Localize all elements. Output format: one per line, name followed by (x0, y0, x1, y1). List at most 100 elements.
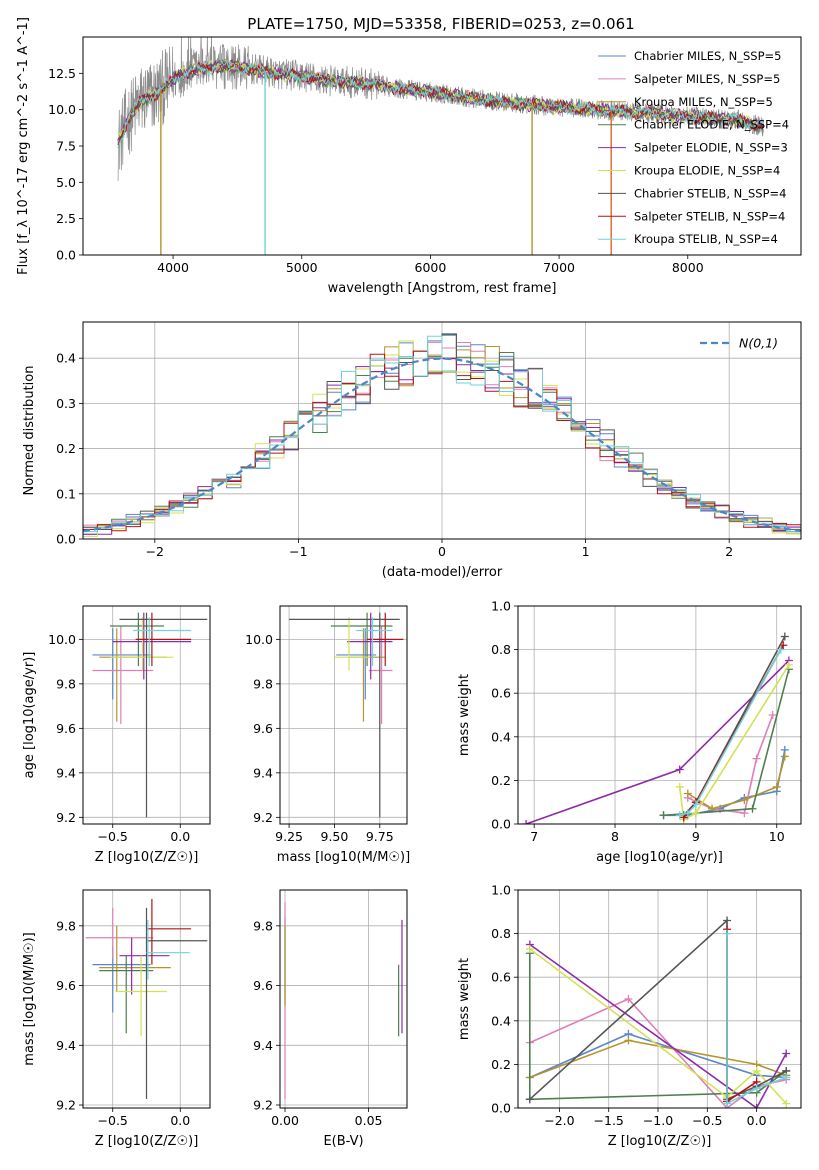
series-marker (752, 1104, 761, 1108)
y-tick-label: 0.4 (56, 351, 76, 366)
y-tick-label: 9.4 (56, 765, 76, 780)
x-axis-label: Z [log10(Z/Z☉)] (95, 850, 199, 865)
legend-label: Kroupa ELODIE, N_SSP=4 (634, 164, 780, 178)
axes-frame (279, 889, 408, 1109)
y-tick-label: 9.4 (56, 1038, 76, 1053)
x-tick-label: 8 (611, 829, 619, 844)
x-tick-label: 0 (438, 544, 446, 559)
y-tick-label: 9.6 (56, 978, 76, 993)
y-tick-label: 9.8 (56, 918, 76, 933)
series-marker (768, 711, 777, 719)
y-tick-label: 9.6 (253, 721, 273, 736)
series-marker (772, 782, 781, 791)
x-tick-label: 9 (692, 829, 700, 844)
x-tick-label: 1 (582, 544, 590, 559)
series-marker (525, 944, 534, 953)
series-line-9 (679, 649, 782, 817)
axes-frame (517, 605, 802, 825)
series-line-2 (687, 714, 774, 814)
series-line-9 (726, 933, 787, 1105)
y-tick-label: 1.0 (491, 883, 511, 898)
series-line-1 (529, 1033, 787, 1079)
series-marker (723, 1099, 732, 1108)
y-tick-label: 0.0 (56, 248, 76, 263)
panel-age-vs-z: −0.5 0.0 9.2 9.4 9.6 9.8 10.0 Z [log10(Z/Z☉)] ag… (22, 605, 211, 865)
x-tick-label: 9.75 (366, 829, 394, 844)
series-marker (782, 1049, 791, 1058)
figure-title: PLATE=1750, MJD=53358, FIBERID=0253, z=0… (247, 15, 634, 33)
x-axis-label: E(B-V) (323, 1134, 363, 1149)
x-tick-label: 5000 (286, 260, 318, 275)
x-tick-label: 9.25 (275, 829, 303, 844)
legend-label: Chabrier STELIB, N_SSP=4 (634, 186, 786, 200)
series-line-5 (529, 943, 787, 1108)
x-axis-label: mass [log10(M/M☉)] (277, 850, 410, 865)
panel-spectrum: 4000 5000 6000 7000 8000 0.0 2.5 5.0 7.5 10.0 12.5… (16, 17, 802, 296)
y-axis-label: Normed distribution (22, 366, 37, 496)
y-tick-label: 9.2 (56, 1098, 76, 1113)
y-tick-label: 1.0 (491, 599, 511, 614)
y-tick-label: 9.4 (253, 1038, 273, 1053)
model-spectrum-7 (117, 60, 764, 141)
x-tick-label: 2 (725, 544, 733, 559)
y-tick-label: 0.6 (491, 686, 511, 701)
y-tick-label: 9.2 (253, 1098, 273, 1113)
series-marker (624, 1036, 633, 1045)
y-axis-label: mass weight (457, 958, 472, 1040)
series-marker (780, 752, 789, 761)
y-tick-label: 10.0 (48, 102, 76, 117)
plot-area (117, 37, 764, 255)
y-tick-label: 9.6 (253, 978, 273, 993)
x-tick-label: −1.5 (594, 1113, 624, 1128)
y-tick-label: 5.0 (56, 175, 76, 190)
series-marker (522, 820, 531, 824)
x-tick-label: 8000 (672, 260, 704, 275)
y-tick-label: 10.0 (48, 632, 76, 647)
series-marker (776, 645, 785, 654)
axes-frame (82, 889, 211, 1109)
legend-label: Chabrier MILES, N_SSP=5 (634, 49, 781, 63)
series-marker (782, 1073, 791, 1082)
series-marker (752, 754, 761, 763)
y-tick-label: 9.8 (253, 918, 273, 933)
panel-mass-vs-z: −0.5 0.0 9.2 9.4 9.6 9.8 Z [log10(Z/Z☉)] mass [… (22, 889, 211, 1149)
x-tick-label: −0.5 (98, 1113, 128, 1128)
x-tick-label: 9.50 (321, 829, 349, 844)
series-marker (780, 632, 789, 641)
y-tick-label: 9.2 (253, 810, 273, 825)
y-tick-label: 2.5 (56, 211, 76, 226)
x-tick-label: −1 (289, 544, 307, 559)
y-tick-label: 0.0 (491, 817, 511, 832)
y-tick-label: 0.4 (491, 729, 511, 744)
series-marker (691, 809, 700, 818)
y-tick-label: 7.5 (56, 139, 76, 154)
y-tick-label: 0.4 (491, 1013, 511, 1028)
y-tick-label: 0.2 (491, 1057, 511, 1072)
series-marker (752, 1066, 761, 1075)
series-marker (525, 1095, 534, 1104)
panel-massweight-vs-z: −2.0 −1.5 −1.0 −0.5 0.0 0.0 0.2 0.4 0.6 0.8 1.0 Z [… (457, 883, 802, 1149)
panel-age-vs-mass: 9.25 9.50 9.75 9.2 9.4 9.6 9.8 10.0 mass [log10(… (245, 605, 410, 865)
x-tick-label: −2 (146, 544, 164, 559)
y-tick-label: 0.0 (56, 532, 76, 547)
y-tick-label: 0.1 (56, 486, 76, 501)
y-axis-label: mass weight (457, 674, 472, 756)
series-marker (683, 809, 692, 818)
x-tick-label: 0.0 (170, 829, 190, 844)
x-tick-label: 0.0 (170, 1113, 190, 1128)
y-axis-label: Flux [f_λ 10^-17 erg cm^-2 s^-1 A^-1] (16, 17, 31, 275)
model-spectrum-8 (117, 59, 764, 144)
series-marker (659, 811, 668, 820)
x-axis-label: Z [log10(Z/Z☉)] (95, 1134, 199, 1149)
x-tick-label: −0.5 (98, 829, 128, 844)
series-line-7 (683, 636, 786, 816)
x-tick-label: 0.00 (271, 1113, 299, 1128)
reference-gaussian (83, 357, 801, 533)
series-marker (752, 1084, 761, 1093)
x-axis-label: wavelength [Angstrom, rest frame] (328, 281, 557, 296)
series-marker (691, 800, 700, 809)
y-tick-label: 9.6 (56, 721, 76, 736)
series-marker (675, 811, 684, 820)
x-axis-label: age [log10(age/yr)] (596, 850, 723, 865)
x-tick-label: −1.0 (643, 1113, 673, 1128)
